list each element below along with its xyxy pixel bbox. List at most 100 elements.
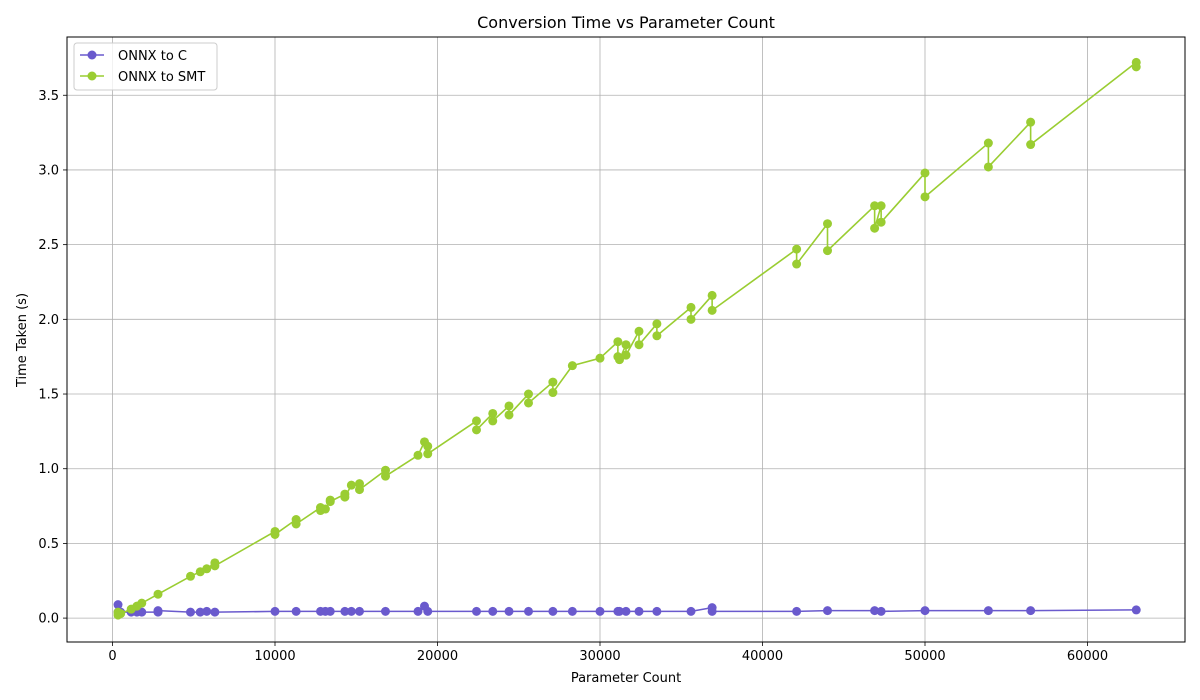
data-point	[488, 416, 498, 426]
y-tick-label: 1.0	[38, 462, 59, 477]
grid	[67, 37, 1185, 642]
data-point	[567, 606, 577, 616]
legend: ONNX to C ONNX to SMT	[73, 42, 218, 91]
data-point	[983, 606, 993, 616]
y-tick-label: 0.0	[38, 612, 59, 627]
data-point	[983, 138, 993, 148]
data-point	[615, 355, 624, 365]
data-point	[137, 598, 147, 608]
data-point	[153, 589, 163, 599]
legend-label-onnx-to-c: ONNX to C	[118, 49, 187, 64]
y-tick-label: 2.5	[38, 238, 59, 253]
data-point	[621, 350, 631, 360]
x-axis: 0 10000 20000 30000 40000 50000 60000	[108, 642, 1108, 664]
x-axis-label: Parameter Count	[571, 671, 681, 686]
data-point	[707, 290, 717, 300]
data-point	[792, 606, 802, 616]
y-tick-label: 1.5	[38, 388, 59, 403]
data-point	[186, 607, 195, 617]
series-onnx-to-c	[113, 600, 1141, 617]
data-point	[472, 606, 481, 616]
data-point	[876, 606, 886, 616]
data-point	[548, 377, 558, 387]
series-layer	[113, 57, 1141, 620]
data-point	[488, 606, 498, 616]
data-point	[652, 319, 662, 329]
x-tick-label: 30000	[579, 649, 620, 664]
data-point	[355, 606, 364, 616]
data-point	[823, 219, 832, 229]
data-point	[137, 607, 147, 617]
x-tick-label: 0	[108, 649, 116, 664]
data-point	[320, 504, 330, 514]
x-tick-label: 60000	[1067, 649, 1108, 664]
data-point	[504, 410, 514, 420]
data-point	[423, 441, 433, 451]
data-point	[186, 571, 195, 581]
x-tick-label: 20000	[417, 649, 458, 664]
data-point	[652, 331, 662, 341]
data-point	[707, 606, 717, 616]
data-point	[920, 192, 930, 202]
data-point	[153, 606, 163, 616]
data-point	[381, 471, 390, 481]
data-point	[920, 606, 930, 616]
data-point	[548, 606, 558, 616]
data-point	[870, 606, 880, 616]
data-point	[195, 607, 205, 617]
data-point	[870, 223, 880, 233]
data-point	[792, 259, 802, 269]
data-point	[686, 302, 696, 312]
data-point	[113, 600, 123, 610]
data-point	[1131, 605, 1141, 615]
data-point	[686, 314, 696, 324]
data-point	[823, 246, 832, 256]
y-axis-label: Time Taken (s)	[15, 293, 30, 388]
data-point	[504, 606, 514, 616]
data-point	[488, 408, 498, 418]
plot-frame	[66, 36, 1186, 643]
data-point	[355, 485, 364, 495]
y-axis: 0.0 0.5 1.0 1.5 2.0 2.5 3.0 3.5	[38, 89, 67, 627]
data-point	[423, 449, 433, 459]
data-point	[870, 201, 880, 211]
data-point	[1026, 606, 1036, 616]
data-point	[346, 480, 356, 490]
data-point	[686, 606, 696, 616]
data-point	[340, 606, 350, 616]
data-point	[792, 244, 802, 254]
data-point	[595, 353, 605, 363]
data-point	[524, 389, 533, 399]
data-point	[1131, 62, 1141, 72]
data-point	[621, 606, 631, 616]
legend-label-onnx-to-smt: ONNX to SMT	[118, 70, 205, 85]
data-point	[270, 529, 280, 539]
data-point	[210, 607, 220, 617]
data-point	[202, 564, 212, 574]
y-tick-label: 3.5	[38, 89, 59, 104]
data-point	[346, 606, 356, 616]
data-point	[524, 606, 533, 616]
data-point	[920, 168, 930, 178]
data-point	[270, 606, 280, 616]
x-tick-label: 40000	[742, 649, 783, 664]
y-tick-label: 2.0	[38, 313, 59, 328]
data-point	[423, 606, 433, 616]
data-point	[823, 606, 832, 616]
data-point	[325, 497, 335, 507]
data-point	[707, 305, 717, 315]
data-point	[325, 606, 335, 616]
data-point	[291, 519, 301, 529]
data-point	[876, 217, 886, 227]
data-point	[983, 162, 993, 172]
data-point	[504, 401, 514, 411]
data-point	[634, 606, 644, 616]
data-point	[1026, 117, 1036, 127]
data-point	[548, 388, 558, 398]
data-point	[413, 606, 423, 616]
data-point	[615, 606, 624, 616]
data-point	[634, 326, 644, 336]
y-tick-label: 0.5	[38, 537, 59, 552]
legend-box	[73, 42, 218, 91]
